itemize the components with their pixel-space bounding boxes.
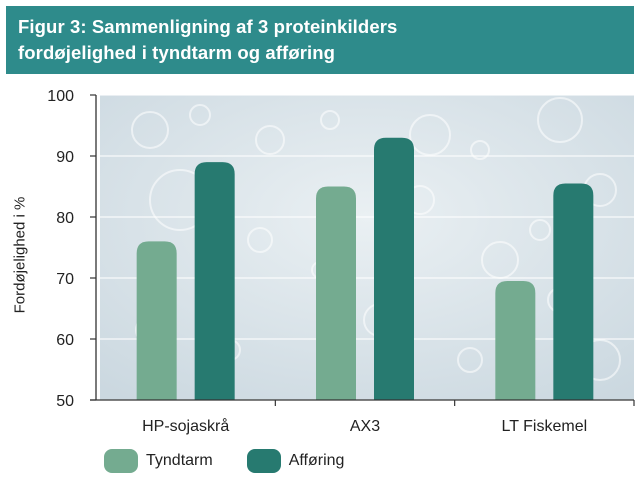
background-cell (529, 219, 551, 241)
plot-background (100, 95, 634, 400)
bar-tyndtarm-2 (316, 186, 356, 400)
figure-title-line-2: fordøjelighed i tyndtarm og afføring (18, 42, 336, 63)
background-cell (131, 111, 169, 149)
y-tick-label: 80 (56, 210, 74, 227)
legend-item-tyndtarm: Tyndtarm (104, 449, 213, 473)
background-cell (320, 110, 340, 130)
y-tick-label: 50 (56, 393, 74, 410)
figure-title-line-1: Figur 3: Sammenligning af 3 proteinkilde… (18, 16, 398, 37)
legend-swatch (246, 449, 281, 473)
y-tick-label: 100 (47, 88, 74, 105)
x-tick-label: HP-sojaskrå (142, 417, 229, 435)
bar-tyndtarm-1 (136, 241, 177, 400)
bar-afføring-3 (553, 183, 594, 400)
figure-header: Figur 3: Sammenligning af 3 proteinkilde… (6, 6, 634, 74)
background-cell (189, 104, 211, 126)
legend-label: Tyndtarm (146, 452, 213, 469)
legend-label: Afføring (288, 452, 345, 469)
background-cell (537, 97, 583, 143)
legend-item-afføring: Afføring (246, 449, 345, 473)
background-cell (255, 125, 285, 155)
bar-tyndtarm-3 (495, 281, 536, 400)
y-tick-label: 90 (56, 149, 74, 166)
y-tick-label: 70 (56, 271, 74, 288)
y-axis-label-container: Fordøjelighed i % (2, 110, 38, 400)
chart-legend: Tyndtarm Afføring (104, 446, 378, 476)
x-tick-label: AX3 (350, 418, 380, 435)
y-axis-label: Fordøjelighed i % (11, 196, 29, 314)
bar-afføring-2 (374, 137, 414, 400)
legend-swatch (104, 449, 138, 473)
background-cell (457, 347, 483, 373)
background-cell (247, 227, 273, 253)
x-tick-label: LT Fiskemel (502, 418, 588, 435)
background-cell (409, 114, 451, 156)
bar-afføring-1 (194, 162, 235, 400)
background-cell (470, 140, 490, 160)
y-tick-label: 60 (56, 332, 74, 349)
